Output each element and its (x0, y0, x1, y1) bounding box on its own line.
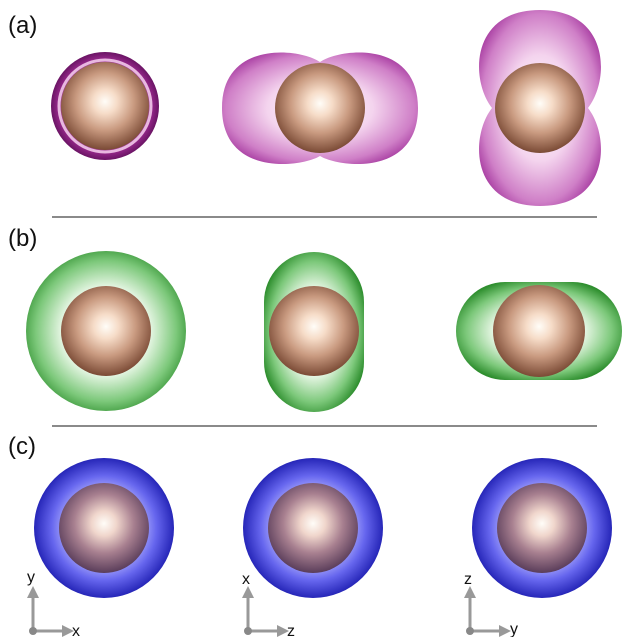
axis-indicator-3: z y (464, 571, 518, 637)
divider-bottom (52, 425, 597, 427)
axis-3-horizontal-label: y (510, 621, 518, 637)
row-b-orbital-3 (456, 282, 622, 380)
row-c-orbital-1 (34, 458, 174, 598)
row-c-orbital-2 (243, 458, 383, 598)
axis-indicator-2: x z (242, 571, 295, 637)
row-a-orbital-2 (222, 52, 418, 165)
axis-1-horizontal-label: x (72, 623, 80, 637)
row-b-orbital-2 (264, 252, 364, 412)
panel-label-c: (c) (8, 433, 36, 460)
axis-3-vertical-label: z (464, 571, 472, 588)
panel-label-b: (b) (8, 225, 38, 252)
axis-2-horizontal-label: z (287, 623, 295, 637)
axis-2-vertical-label: x (242, 571, 250, 588)
row-a-orbital-3 (479, 10, 601, 206)
row-c-orbital-3 (472, 458, 612, 598)
axis-indicator-1: y x (27, 569, 80, 637)
panel-label-a: (a) (8, 12, 38, 39)
row-a-orbital-1 (51, 52, 159, 160)
divider-top (52, 216, 597, 218)
row-b-orbital-1 (26, 251, 186, 411)
axis-1-vertical-label: y (27, 569, 35, 586)
